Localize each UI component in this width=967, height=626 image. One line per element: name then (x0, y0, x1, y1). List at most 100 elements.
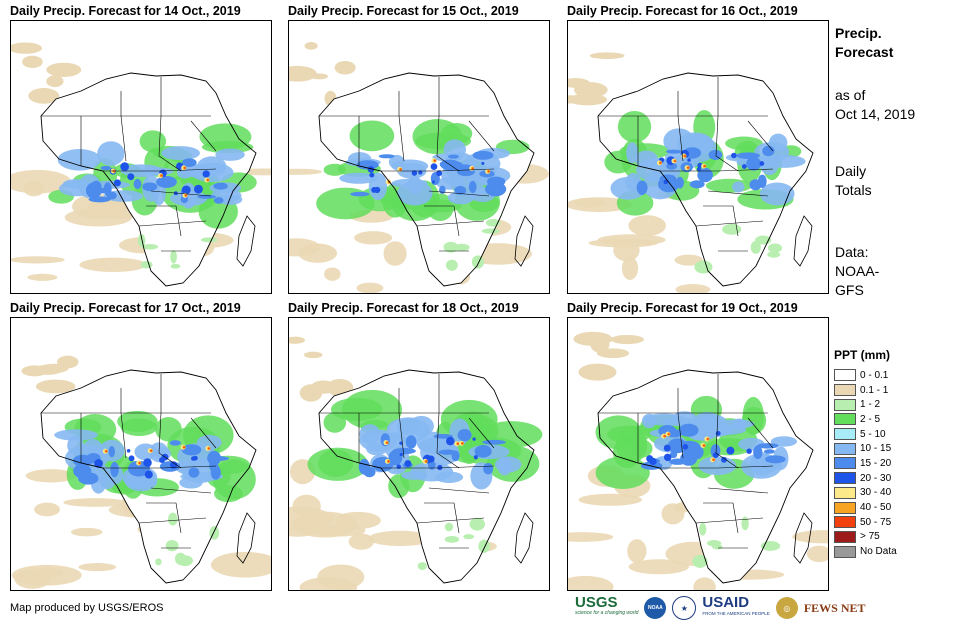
rain-area (72, 454, 93, 467)
light-rain-patch (368, 530, 433, 547)
light-rain-patch (568, 532, 614, 542)
heavy-rain-cell (183, 446, 185, 449)
rain-area (763, 154, 806, 168)
rain-area (170, 263, 181, 269)
rain-area (62, 179, 90, 189)
heavy-rain-cell (746, 448, 752, 454)
agency-logos: USGS science for a changing world NOAA ★… (575, 595, 866, 621)
legend-swatch (834, 516, 856, 529)
legend-label: 20 - 30 (860, 472, 892, 484)
heavy-rain-cell (706, 438, 709, 440)
rain-area (482, 439, 506, 445)
rain-area (636, 180, 648, 195)
map-canvas (568, 52, 814, 293)
country-border (717, 168, 774, 172)
heavy-rain-cell (667, 433, 670, 436)
rain-area (444, 535, 460, 543)
map-canvas (568, 331, 828, 590)
panel-title: Daily Precip. Forecast for 17 Oct., 2019 (10, 301, 241, 315)
country-border (677, 115, 684, 162)
rain-area (663, 128, 695, 154)
heavy-rain-cell (120, 162, 130, 171)
africa-coastline (318, 369, 535, 584)
rain-area (161, 146, 200, 161)
legend-item: 20 - 30 (834, 471, 959, 486)
country-border (158, 115, 182, 172)
fewsnet-globe-icon: ◎ (775, 597, 798, 619)
usaid-seal-icon: ★ (672, 596, 697, 620)
rain-area (434, 471, 464, 483)
light-rain-patch (78, 563, 117, 572)
heavy-rain-cell (411, 170, 418, 176)
usaid-logo: USAID FROM THE AMERICAN PEOPLE (702, 595, 769, 619)
legend-label: No Data (860, 546, 897, 558)
legend-label: 10 - 15 (860, 443, 892, 455)
rain-area (741, 516, 749, 531)
heavy-rain-cell (425, 460, 428, 463)
heavy-rain-cell (487, 170, 490, 173)
heavy-rain-cell (473, 455, 478, 460)
africa-coastline (318, 72, 535, 287)
light-rain-patch (568, 575, 614, 590)
light-rain-patch (210, 551, 271, 578)
country-border (428, 190, 490, 197)
light-rain-patch (299, 576, 358, 590)
rain-area (391, 178, 428, 188)
rain-area (706, 540, 722, 547)
light-rain-patch (28, 88, 60, 104)
light-rain-patch (693, 577, 716, 590)
rain-area (133, 178, 142, 190)
legend-item: 40 - 50 (834, 500, 959, 515)
rain-area (358, 458, 370, 475)
light-rain-patch (310, 73, 328, 80)
light-rain-patch (621, 256, 639, 280)
rain-area (454, 243, 470, 252)
rain-area (595, 456, 650, 489)
country-border (695, 220, 764, 227)
rain-area (167, 512, 178, 526)
rain-area (90, 180, 102, 194)
rain-area (443, 241, 459, 253)
rain-area (215, 148, 245, 161)
country-border (717, 465, 774, 469)
rain-area (444, 522, 454, 532)
country-border (703, 502, 739, 534)
rain-area (323, 163, 346, 176)
country-border (438, 168, 495, 172)
legend-swatch (834, 472, 856, 485)
africa-precip-map (10, 317, 272, 591)
heavy-rain-cell (128, 455, 135, 462)
map-canvas (11, 355, 271, 589)
heavy-rain-cell (481, 161, 485, 165)
country-border (424, 205, 460, 237)
light-rain-patch (46, 75, 64, 88)
panel-title: Daily Precip. Forecast for 18 Oct., 2019 (288, 301, 519, 315)
light-rain-patch (289, 506, 333, 530)
heavy-rain-cell (404, 460, 412, 467)
rain-area (689, 180, 705, 189)
heavy-rain-cell (663, 435, 666, 437)
rain-area (626, 142, 639, 164)
legend-swatch (834, 501, 856, 514)
rain-area (378, 154, 395, 159)
legend-item: > 75 (834, 530, 959, 545)
fewsnet-logo-text: FEWS NET (803, 600, 866, 615)
light-rain-patch (589, 52, 625, 59)
data-source: Data: NOAA- GFS (835, 243, 879, 300)
rain-area (463, 534, 475, 540)
rain-area (722, 223, 742, 235)
country-border (416, 220, 485, 227)
rain-area (73, 463, 92, 479)
country-border (677, 412, 684, 459)
light-rain-patch (289, 65, 317, 82)
rain-area (749, 179, 762, 191)
rain-area (428, 460, 436, 470)
country-border (707, 190, 769, 197)
rain-area (366, 442, 388, 456)
heavy-rain-cell (472, 437, 476, 441)
rain-area (350, 191, 370, 197)
country-border (190, 417, 217, 449)
light-rain-patch (64, 208, 133, 227)
as-of-date: as of Oct 14, 2019 (835, 86, 915, 124)
panel-title: Daily Precip. Forecast for 16 Oct., 2019 (567, 4, 798, 18)
